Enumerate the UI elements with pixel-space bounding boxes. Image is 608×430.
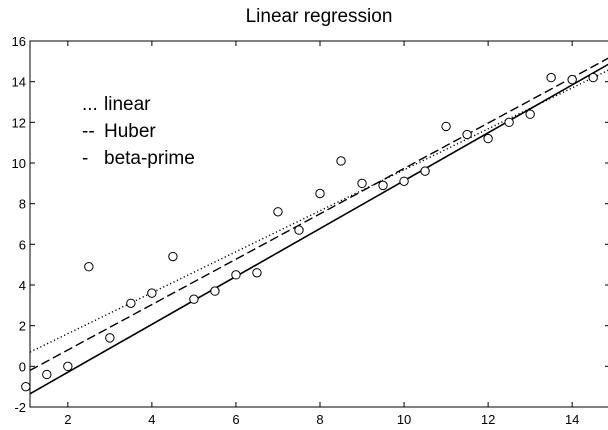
y-tick-label: -2 (14, 400, 26, 415)
y-tick-label: 12 (12, 115, 26, 130)
data-point (147, 288, 157, 298)
chart-title: Linear regression (245, 6, 393, 27)
series-line-beta-prime (29, 63, 608, 395)
data-point (210, 286, 220, 296)
legend: ... linear -- Huber-beta-prime (82, 94, 195, 169)
legend-label: Huber (104, 121, 156, 142)
data-point (378, 180, 388, 191)
data-point (189, 294, 199, 304)
x-tick-label: 8 (316, 412, 323, 427)
data-point (84, 262, 94, 272)
x-tick-label: 2 (64, 412, 71, 427)
y-tick-label: 4 (19, 278, 26, 293)
ticks-layer: 2 4 6 8 10 12 14 -2 0 2 4 6 8 10 12 14 16 (12, 34, 608, 427)
data-point (231, 270, 241, 280)
legend-label: linear (104, 94, 151, 115)
data-point (168, 251, 178, 262)
data-point (525, 109, 535, 119)
y-tick-label: 10 (12, 156, 26, 171)
legend-marker: -- (82, 121, 95, 142)
data-point (252, 268, 262, 278)
y-tick-label: 2 (19, 319, 26, 334)
y-tick-label: 6 (19, 237, 26, 252)
data-point (546, 72, 556, 83)
legend-label: beta-prime (104, 148, 195, 169)
legend-marker: - (82, 148, 88, 169)
y-tick-label: 16 (12, 34, 26, 49)
x-tick-label: 12 (481, 412, 495, 427)
y-tick-label: 14 (12, 75, 26, 90)
x-tick-label: 10 (397, 412, 411, 427)
data-point (420, 166, 430, 176)
data-point (441, 121, 451, 132)
x-tick-label: 6 (232, 412, 239, 427)
data-point (357, 178, 367, 189)
y-tick-label: 0 (19, 359, 26, 374)
data-points (21, 72, 598, 392)
x-tick-label: 4 (148, 412, 155, 427)
legend-marker: ... (82, 94, 98, 115)
data-point (126, 298, 136, 308)
series-line-Huber (29, 57, 608, 372)
data-point (504, 117, 514, 128)
data-point (462, 129, 472, 140)
data-point (399, 176, 409, 187)
data-point (294, 225, 304, 235)
data-point (42, 369, 52, 380)
data-point (336, 156, 346, 166)
data-point (273, 207, 283, 217)
data-point (567, 74, 577, 85)
data-point (315, 188, 325, 199)
data-point (105, 333, 115, 343)
data-point (483, 133, 493, 144)
data-point (63, 361, 73, 372)
x-tick-label: 14 (565, 412, 579, 427)
y-tick-label: 8 (19, 197, 26, 212)
data-point (21, 381, 31, 392)
data-point (588, 72, 598, 83)
